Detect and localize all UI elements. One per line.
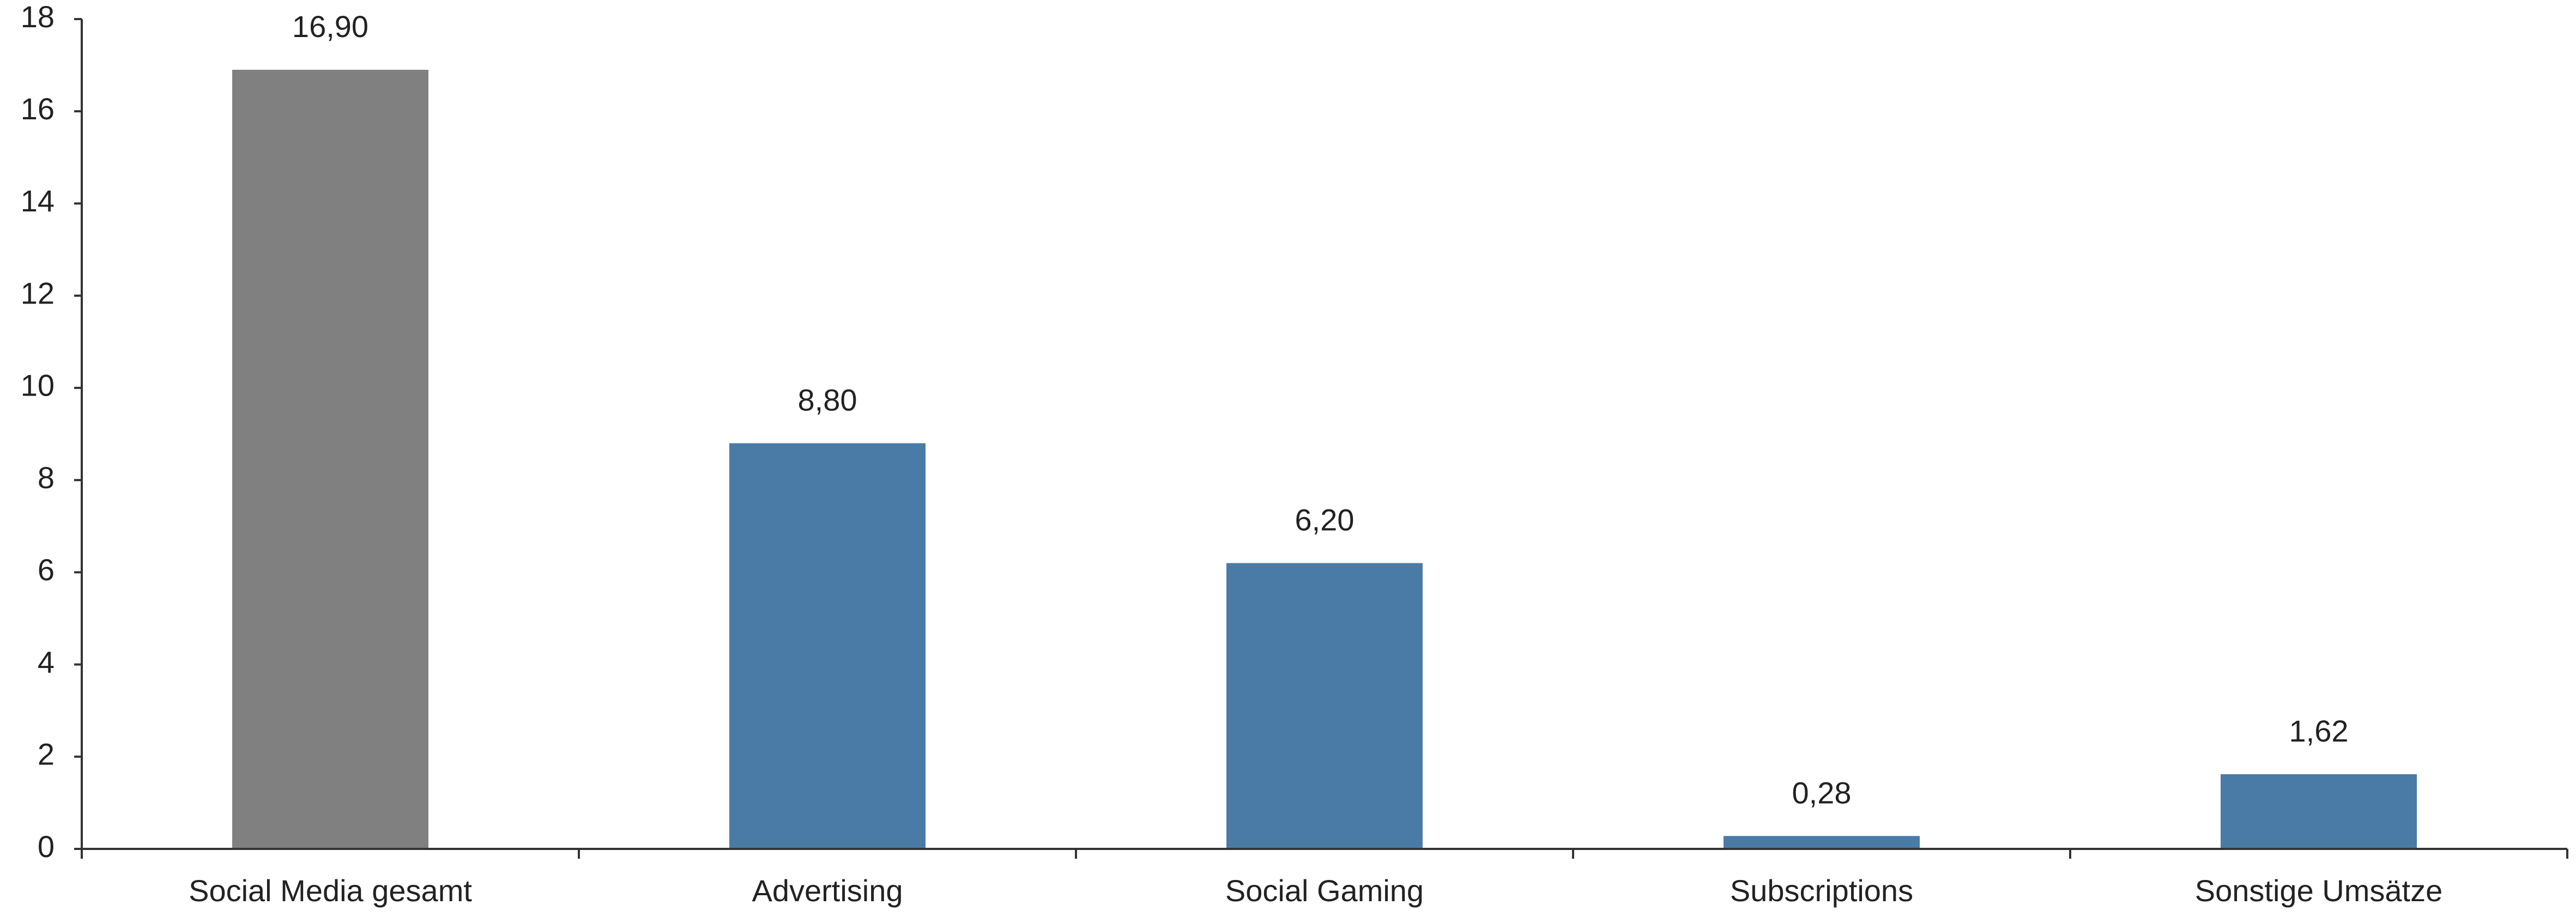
- y-tick-label: 6: [38, 552, 55, 587]
- x-tick-label: Advertising: [752, 873, 903, 908]
- data-label: 16,90: [292, 9, 368, 44]
- bar: [1226, 563, 1423, 849]
- y-tick-label: 4: [38, 645, 55, 679]
- y-tick-label: 2: [38, 737, 55, 772]
- data-label: 0,28: [1792, 775, 1852, 810]
- x-tick-label: Sonstige Umsätze: [2195, 873, 2442, 908]
- y-tick-label: 18: [21, 0, 55, 34]
- x-axis-ticks: Social Media gesamt Advertising Social Gam…: [81, 849, 2568, 908]
- y-tick-label: 10: [21, 368, 55, 403]
- data-label: 8,80: [798, 382, 857, 417]
- data-label: 6,20: [1295, 502, 1354, 537]
- y-tick-label: 16: [21, 92, 55, 126]
- y-tick-label: 8: [38, 460, 55, 495]
- data-labels: 16,90 8,80 6,20 0,28 1,62: [292, 9, 2349, 810]
- bar: [729, 443, 926, 849]
- bar: [1724, 836, 1920, 849]
- x-tick-label: Subscriptions: [1730, 873, 1913, 908]
- y-tick-label: 0: [38, 829, 55, 864]
- bar-series: [232, 70, 2417, 849]
- y-axis-ticks: 0 2 4 6 8 10 12 14 16 18: [21, 0, 82, 864]
- bar: [232, 70, 428, 849]
- x-tick-label: Social Media gesamt: [189, 873, 472, 908]
- y-tick-label: 12: [21, 276, 55, 310]
- x-tick-label: Social Gaming: [1225, 873, 1424, 908]
- data-label: 1,62: [2289, 714, 2349, 748]
- y-tick-label: 14: [21, 184, 55, 218]
- bar: [2221, 774, 2417, 849]
